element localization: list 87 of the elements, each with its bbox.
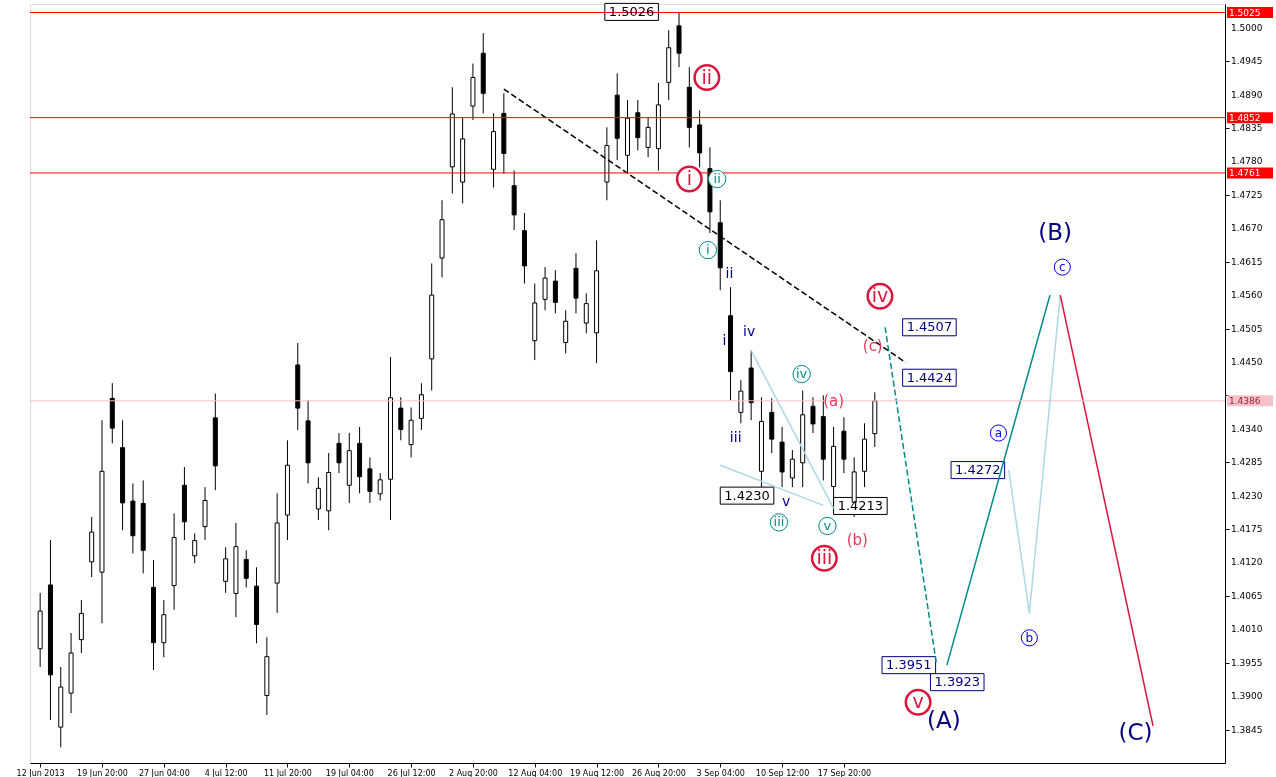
annotation: iii (729, 428, 742, 445)
annotation: iv (743, 323, 756, 340)
x-tick-label: 3 Sep 04:00 (696, 768, 745, 777)
x-tick-label: 26 Jul 12:00 (387, 768, 436, 777)
annotation: (B) (1038, 219, 1072, 246)
annotation: 1.3923 (934, 674, 980, 690)
candlestick (223, 546, 229, 594)
annotation: b (1025, 630, 1034, 645)
candlestick (583, 292, 589, 334)
x-tick-label: 27 Jun 04:00 (138, 768, 190, 777)
annotation: 1.4272 (955, 462, 1001, 478)
annotation: (A) (927, 707, 961, 734)
candlestick (377, 472, 383, 501)
annotation: 1.4424 (906, 369, 953, 385)
candlestick (192, 532, 198, 564)
annotation: c (1059, 260, 1066, 275)
x-tick-label: 2 Aug 20:00 (449, 768, 498, 777)
annotation: 1.3951 (886, 657, 932, 673)
x-tick-label: 19 Jul 04:00 (325, 768, 374, 777)
y-tick-label: 1.4120 (1231, 557, 1263, 568)
y-tick-label: 1.4890 (1231, 89, 1263, 100)
annotation: (a) (823, 392, 845, 411)
y-tick-label: 1.3955 (1231, 657, 1263, 668)
candlestick (398, 396, 404, 441)
y-tick-label: 1.4780 (1231, 156, 1263, 167)
candlestick (418, 382, 424, 431)
annotation: 1.4230 (724, 487, 770, 503)
candlestick (738, 379, 744, 424)
annotation: (C) (1118, 719, 1153, 746)
y-tick-label: 1.4505 (1231, 323, 1263, 334)
candlestick (810, 396, 816, 434)
annotation: ii (713, 171, 721, 187)
x-tick-label: 17 Sep 20:00 (817, 768, 872, 777)
y-tick-label: 1.4175 (1231, 524, 1263, 535)
y-tick-label: 1.4340 (1231, 423, 1263, 434)
candlestick (542, 266, 548, 311)
x-tick-label: 10 Sep 12:00 (755, 768, 810, 777)
y-tick-label: 1.4945 (1231, 56, 1263, 67)
candlestick (789, 449, 795, 488)
candlestick (552, 269, 558, 314)
y-tick-label: 1.4230 (1231, 490, 1263, 501)
x-tick-label: 12 Aug 04:00 (508, 768, 563, 777)
x-tick-label: 19 Jun 20:00 (77, 768, 128, 777)
annotation: iii (816, 546, 833, 569)
annotation: v (823, 518, 832, 533)
annotation: i (686, 167, 692, 190)
annotation: 1.4213 (837, 497, 884, 513)
y-tick-label: 1.5000 (1231, 22, 1263, 33)
annotation: i (706, 242, 710, 258)
x-tick-label: 19 Aug 12:00 (570, 768, 625, 777)
ref-line-label: 1.4761 (1229, 167, 1261, 178)
annotation: iv (871, 284, 889, 307)
candlestick (645, 117, 651, 158)
candlestick (243, 549, 249, 588)
ref-line-label: 1.4386 (1229, 395, 1261, 406)
y-tick-label: 1.4285 (1231, 457, 1263, 468)
annotation: v (912, 690, 924, 713)
candlestick (563, 309, 569, 354)
y-tick-label: 1.3900 (1231, 691, 1263, 702)
y-tick-label: 1.4725 (1231, 189, 1263, 200)
annotation: (c) (862, 336, 883, 355)
y-tick-label: 1.4670 (1231, 223, 1263, 234)
annotation: i (722, 332, 727, 349)
annotation: (b) (846, 530, 868, 549)
candlestick (336, 432, 342, 474)
annotation: 1.4507 (906, 319, 953, 335)
x-tick-label: 4 Jul 12:00 (204, 768, 248, 777)
ref-line-label: 1.5025 (1229, 7, 1261, 18)
y-tick-label: 1.4450 (1231, 356, 1263, 367)
x-tick-label: 26 Aug 20:00 (631, 768, 686, 777)
y-tick-label: 1.4615 (1231, 256, 1263, 267)
candlestick (367, 456, 373, 504)
x-tick-label: 11 Jul 20:00 (263, 768, 312, 777)
y-tick-label: 1.4835 (1231, 122, 1263, 133)
annotation: v (782, 493, 791, 510)
y-tick-label: 1.4065 (1231, 590, 1263, 601)
y-tick-label: 1.4560 (1231, 290, 1263, 301)
annotation: ii (725, 265, 734, 282)
y-tick-label: 1.4010 (1231, 624, 1263, 635)
y-tick-label: 1.3845 (1231, 724, 1263, 735)
annotation: iv (795, 366, 808, 382)
annotation: a (994, 426, 1003, 441)
annotation: iii (773, 514, 785, 530)
annotation: ii (701, 65, 713, 88)
ref-line-label: 1.4852 (1229, 112, 1261, 123)
candlestick (315, 476, 321, 521)
x-tick-label: 12 Jun 2013 (16, 768, 65, 777)
